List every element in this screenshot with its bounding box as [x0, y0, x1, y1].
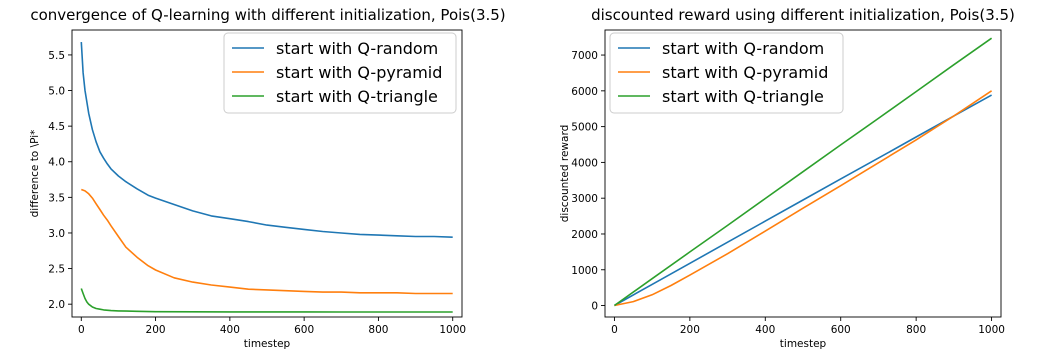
chart-title: convergence of Q-learning with different…	[30, 6, 505, 24]
legend-label-3: start with Q-triangle	[276, 87, 438, 106]
y-tick-label: 2.5	[48, 264, 65, 276]
x-tick-label: 1000	[978, 324, 1005, 336]
plot-area-frame	[604, 29, 1002, 318]
y-tick-label: 3000	[571, 193, 598, 205]
legend-label-3: start with Q-triangle	[662, 87, 824, 106]
x-tick-label: 0	[611, 324, 618, 336]
y-tick-label: 1000	[571, 265, 598, 277]
y-tick-label: 2000	[571, 229, 598, 241]
series-line-3	[80, 288, 453, 313]
y-axis-label: discounted reward	[559, 125, 571, 223]
y-tick-label: 2.0	[48, 299, 65, 311]
legend: start with Q-random start with Q-pyramid s…	[609, 32, 844, 114]
y-tick-label: 4.0	[48, 157, 65, 169]
chart-title: discounted reward using different initia…	[591, 6, 1015, 24]
plot-area-frame	[71, 29, 463, 318]
series-line-3	[613, 37, 993, 307]
legend-box	[609, 32, 844, 114]
series-line-1	[614, 94, 992, 307]
x-tick-label: 200	[146, 324, 166, 336]
x-tick-label: 400	[220, 324, 240, 336]
x-tick-label: 600	[831, 324, 851, 336]
y-tick-label: 3.0	[48, 228, 65, 240]
y-tick-label: 4000	[571, 157, 598, 169]
legend-label-1: start with Q-random	[276, 39, 438, 58]
series-line-1	[80, 42, 453, 238]
y-tick-label: 5.5	[48, 50, 65, 62]
y-axis-label: difference to \Pi*	[29, 130, 41, 218]
y-tick-label: 4.5	[48, 121, 65, 133]
chart-1: convergence of Q-learning with different…	[29, 6, 506, 350]
x-tick-label: 800	[906, 324, 926, 336]
legend-label-1: start with Q-random	[662, 39, 824, 58]
x-tick-label: 0	[78, 324, 85, 336]
x-tick-label: 1000	[439, 324, 466, 336]
y-tick-label: 6000	[571, 86, 598, 98]
y-tick-label: 5000	[571, 122, 598, 134]
x-tick-label: 800	[368, 324, 388, 336]
x-axis-label: timestep	[244, 338, 291, 350]
y-tick-label: 7000	[571, 50, 598, 62]
legend-box	[223, 32, 457, 114]
series-line-2	[614, 90, 993, 307]
series-line-2	[81, 188, 453, 295]
legend-label-2: start with Q-pyramid	[276, 63, 442, 82]
chart-2: discounted reward using different initia…	[559, 6, 1015, 350]
y-tick-label: 5.0	[48, 86, 65, 98]
x-tick-label: 600	[294, 324, 314, 336]
y-tick-label: 3.5	[48, 192, 65, 204]
x-tick-label: 200	[680, 324, 700, 336]
y-tick-label: 0	[591, 301, 598, 313]
x-tick-label: 400	[755, 324, 775, 336]
x-axis-label: timestep	[780, 338, 827, 350]
legend: start with Q-random start with Q-pyramid s…	[223, 32, 457, 114]
legend-label-2: start with Q-pyramid	[662, 63, 828, 82]
